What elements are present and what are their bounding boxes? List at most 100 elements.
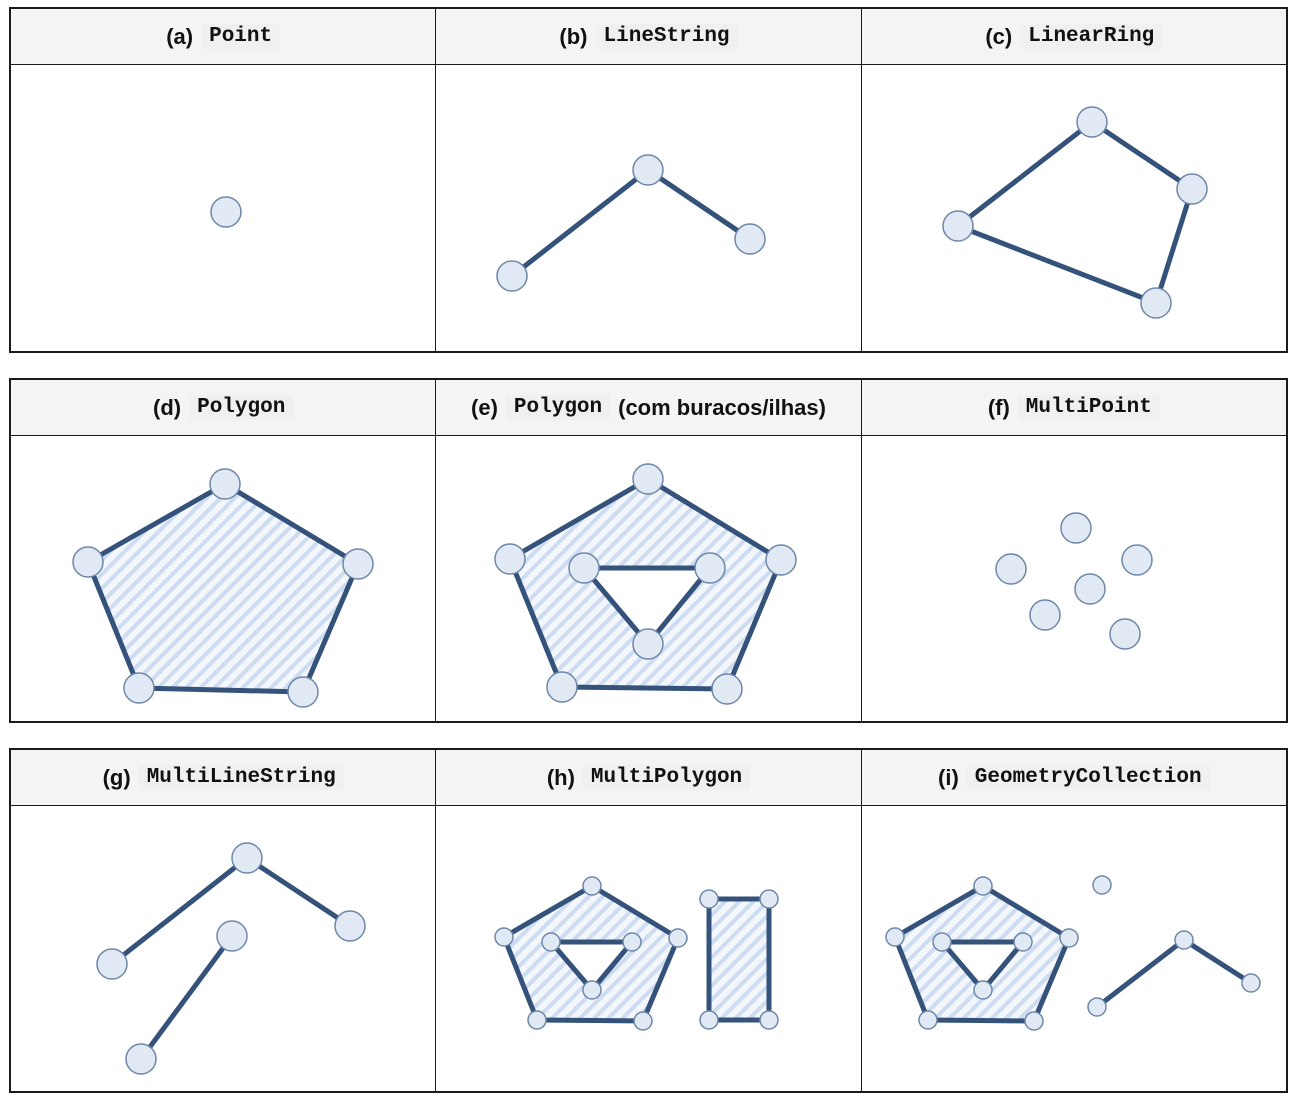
multipoint-figure	[862, 436, 1286, 721]
vertex-node	[699, 1010, 720, 1030]
vertex-node	[994, 553, 1027, 585]
vertex-node	[1175, 173, 1208, 205]
polygon-holes-svg	[494, 463, 798, 705]
vertex-node	[1086, 997, 1107, 1017]
cell-header: (a) Point	[11, 9, 436, 65]
vertex-node	[527, 1010, 548, 1030]
multipolygon-figure	[436, 806, 860, 1091]
multipolygon-svg	[494, 876, 780, 1031]
geometry-type-label: GeometryCollection	[966, 765, 1210, 790]
vertex-node	[1023, 1011, 1044, 1031]
vertex-node	[1075, 106, 1108, 138]
cell-letter: (f)	[987, 394, 1010, 420]
vertex-node	[1240, 973, 1261, 993]
vertex-node	[734, 223, 767, 255]
geometry-row-1: (a) Point (b) LineString (c) LinearRing	[9, 7, 1288, 353]
cell-header: (f) MultiPoint	[861, 380, 1286, 436]
vertex-node	[231, 842, 263, 874]
hole-vertex-node	[568, 552, 601, 584]
vertex-node	[123, 672, 155, 704]
vertex-node	[209, 468, 241, 500]
polygon-with-hole	[501, 883, 681, 1024]
geometry-row-3: (g) MultiLineString (h) MultiPolygon	[9, 748, 1288, 1093]
cell-header: (d) Polygon	[11, 380, 436, 436]
vertex-node	[1108, 618, 1141, 650]
cell-polygon: (d) Polygon	[11, 380, 437, 721]
geometry-type-label: Polygon	[189, 395, 294, 420]
cell-polygon-holes: (e) Polygon (com buracos/ilhas)	[436, 380, 862, 721]
vertex-node	[632, 463, 665, 495]
cell-linearring: (c) LinearRing	[861, 9, 1286, 351]
vertex-node	[334, 910, 366, 942]
vertex-node	[1028, 599, 1061, 631]
polygon-shell	[85, 481, 361, 695]
cell-multipolygon: (h) MultiPolygon	[436, 750, 862, 1091]
geometry-type-label: Polygon	[505, 395, 611, 420]
vertex-node	[342, 548, 374, 580]
polygon-with-hole	[892, 883, 1072, 1024]
hole-vertex-node	[972, 980, 993, 1000]
vertex-node	[210, 196, 242, 228]
polygon-with-hole	[507, 476, 784, 692]
geometry-type-label: LinearRing	[1020, 24, 1163, 49]
geometrycollection-figure	[862, 806, 1286, 1091]
vertex-node	[1059, 512, 1092, 544]
geometry-row-2: (d) Polygon (e) Polygon (com buracos/ilh…	[9, 378, 1288, 723]
cell-letter: (g)	[102, 764, 131, 790]
multipoint-svg	[994, 512, 1153, 650]
vertex-node	[1091, 875, 1112, 895]
hole-vertex-node	[582, 980, 603, 1000]
cell-header: (h) MultiPolygon	[436, 750, 861, 806]
cell-letter: (b)	[559, 23, 588, 49]
geometry-type-label: MultiLineString	[138, 765, 344, 790]
linearring-figure	[862, 65, 1286, 351]
point-figure	[11, 65, 435, 351]
cell-multipoint: (f) MultiPoint	[861, 380, 1286, 721]
geometry-type-note: (com buracos/ilhas)	[618, 394, 826, 420]
hole-vertex-node	[632, 628, 665, 660]
cell-letter: (a)	[166, 23, 194, 49]
vertex-node	[917, 1010, 938, 1030]
vertex-node	[582, 876, 603, 896]
cell-header: (g) MultiLineString	[11, 750, 436, 806]
vertex-node	[494, 543, 527, 575]
vertex-node	[632, 154, 665, 186]
cell-letter: (d)	[153, 394, 182, 420]
multilinestring-figure	[11, 806, 435, 1091]
polygon-shell	[706, 896, 772, 1023]
cell-geometrycollection: (i) GeometryCollection	[861, 750, 1286, 1091]
cell-header: (c) LinearRing	[861, 9, 1286, 65]
line-path	[510, 167, 752, 278]
cell-letter: (i)	[938, 764, 959, 790]
vertex-node	[1058, 928, 1079, 948]
point-svg	[210, 196, 242, 228]
polygon-svg	[72, 468, 374, 708]
polygon-figure	[11, 436, 435, 721]
vertex-node	[72, 546, 104, 578]
geometrycollection-svg	[884, 875, 1261, 1031]
line-path	[138, 934, 235, 1061]
vertex-node	[216, 920, 248, 952]
geometry-type-label: LineString	[595, 24, 738, 49]
cell-header: (i) GeometryCollection	[861, 750, 1286, 806]
vertex-node	[668, 928, 689, 948]
cell-point: (a) Point	[11, 9, 437, 351]
vertex-node	[884, 927, 905, 947]
vertex-node	[711, 673, 744, 705]
vertex-node	[287, 676, 319, 708]
vertex-node	[546, 671, 579, 703]
cell-letter: (e)	[471, 394, 498, 420]
vertex-node	[125, 1043, 157, 1075]
vertex-node	[765, 544, 798, 576]
line-path	[1095, 937, 1253, 1009]
linestring-svg	[496, 154, 767, 292]
vertex-node	[1173, 930, 1194, 950]
geometry-type-label: Point	[201, 24, 281, 49]
geometry-type-label: MultiPolygon	[582, 765, 751, 790]
vertex-node	[699, 889, 720, 909]
hole-vertex-node	[622, 932, 643, 952]
cell-header: (b) LineString	[436, 9, 861, 65]
hole-vertex-node	[1012, 932, 1033, 952]
vertex-node	[494, 927, 515, 947]
vertex-node	[759, 889, 780, 909]
